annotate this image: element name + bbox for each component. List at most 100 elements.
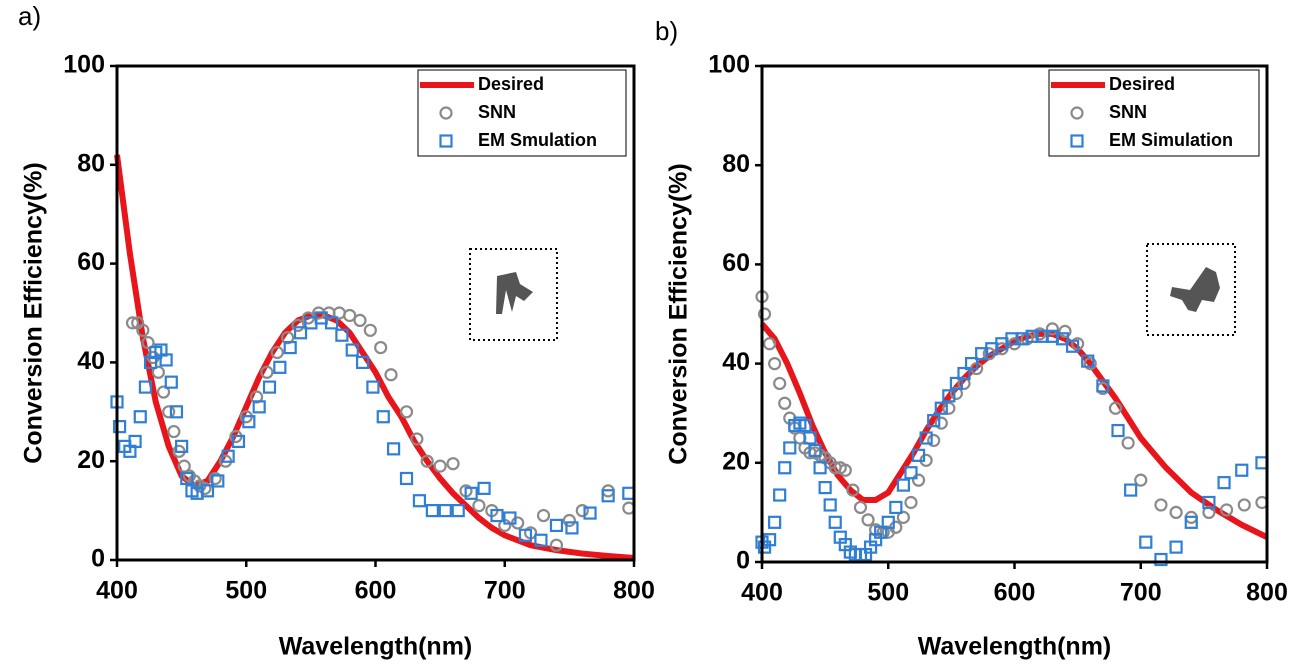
- snn-point: [384, 368, 398, 382]
- em-point: [273, 360, 287, 374]
- em-point: [164, 375, 178, 389]
- em-point: [175, 439, 189, 453]
- snn-point: [343, 308, 357, 323]
- snn-point: [410, 432, 424, 446]
- em-point: [957, 366, 971, 381]
- snn-point: [934, 416, 948, 430]
- em-point: [503, 511, 517, 525]
- snn-point: [399, 405, 414, 419]
- snn-point: [942, 401, 956, 415]
- snn-point: [363, 323, 377, 337]
- y-tick-label: 40: [722, 348, 750, 376]
- em-point: [911, 448, 926, 462]
- em-point: [1217, 476, 1231, 490]
- snn-point: [1134, 473, 1148, 487]
- snn-point: [1219, 503, 1234, 517]
- snn-point: [374, 340, 388, 355]
- x-tick-label: 700: [1120, 579, 1162, 607]
- panel-label: b): [655, 16, 678, 46]
- snn-point: [846, 483, 860, 497]
- em-point: [1184, 515, 1198, 529]
- snn-point: [291, 318, 305, 332]
- x-tick-label: 700: [484, 577, 526, 605]
- em-point: [231, 434, 246, 449]
- em-point: [762, 533, 777, 547]
- em-point: [768, 515, 782, 529]
- x-tick-label: 400: [741, 579, 783, 607]
- em-point: [1154, 552, 1168, 567]
- legend-label: Desired: [1109, 74, 1175, 94]
- em-point: [1202, 495, 1216, 510]
- snn-point: [151, 365, 165, 379]
- em-point: [399, 471, 414, 486]
- snn-point: [420, 454, 434, 468]
- em-point: [252, 400, 266, 414]
- em-point: [583, 506, 597, 520]
- desired-line: [759, 321, 1269, 540]
- snn-point: [549, 538, 564, 552]
- snn-point: [472, 499, 486, 513]
- snn-point: [853, 500, 868, 515]
- em-point: [1139, 535, 1153, 549]
- snn-point: [911, 473, 926, 487]
- y-tick-label: 20: [722, 447, 750, 475]
- em-point: [438, 504, 452, 518]
- em-point: [1124, 483, 1138, 497]
- snn-point: [762, 337, 777, 351]
- snn-point: [162, 405, 176, 419]
- snn-point: [757, 307, 772, 321]
- em-point: [293, 326, 308, 340]
- x-axis-title: Wavelength(nm): [918, 633, 1112, 661]
- y-tick-label: 100: [708, 51, 750, 79]
- em-point: [376, 410, 390, 424]
- snn-point: [1237, 498, 1251, 512]
- em-point: [386, 442, 401, 456]
- snn-point: [768, 357, 782, 371]
- em-point: [464, 486, 478, 500]
- x-tick-label: 800: [1246, 579, 1288, 607]
- em-point: [1096, 379, 1110, 393]
- em-point: [808, 443, 822, 457]
- legend-label: SNN: [1109, 102, 1147, 122]
- em-point: [1055, 332, 1070, 346]
- snn-point: [1154, 498, 1168, 512]
- snn-point: [927, 433, 941, 448]
- snn-point: [270, 345, 284, 360]
- em-point: [818, 481, 832, 495]
- em-point: [773, 488, 787, 502]
- em-point: [927, 414, 941, 428]
- snn-point: [281, 331, 295, 345]
- inset-a: [469, 248, 558, 341]
- em-point: [412, 494, 427, 508]
- snn-point: [838, 463, 852, 477]
- snn-point: [177, 459, 191, 473]
- em-point: [942, 389, 956, 403]
- x-tick-label: 500: [225, 577, 267, 605]
- y-tick-label: 20: [77, 446, 105, 474]
- snn-point: [1045, 322, 1059, 336]
- em-point: [813, 461, 827, 475]
- em-point: [778, 461, 792, 475]
- y-tick-label: 60: [77, 248, 105, 276]
- em-point: [242, 415, 256, 429]
- legend-label: EM Simulation: [1109, 130, 1233, 150]
- snn-point: [433, 459, 447, 473]
- em-point: [211, 474, 225, 488]
- em-point: [490, 508, 504, 523]
- em-point: [1065, 339, 1080, 353]
- em-point: [1081, 354, 1095, 368]
- em-point: [823, 498, 837, 512]
- em-point: [477, 481, 491, 495]
- snn-point: [125, 316, 140, 330]
- em-point: [565, 521, 579, 535]
- inset-b: [1146, 243, 1236, 336]
- em-point: [1169, 540, 1183, 554]
- em-point: [601, 489, 615, 503]
- em-point: [451, 504, 465, 518]
- em-point: [180, 471, 194, 486]
- em-point: [881, 515, 895, 529]
- em-point: [133, 410, 147, 424]
- em-point: [283, 340, 297, 355]
- desired-line: [114, 154, 635, 562]
- snn-point: [136, 323, 150, 337]
